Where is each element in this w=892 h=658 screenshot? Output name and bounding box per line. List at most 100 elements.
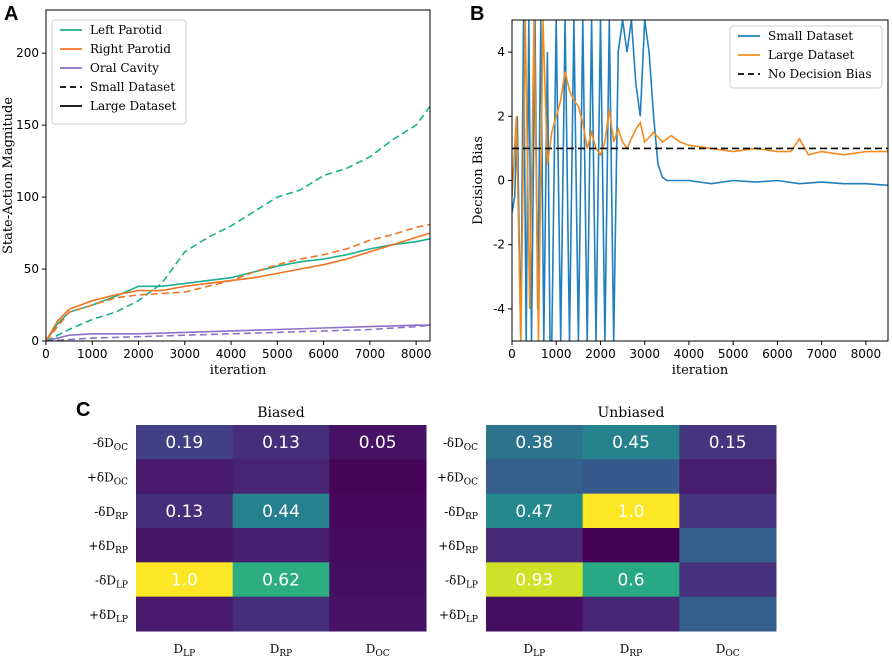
series-line-oral-cavity-small- [46,324,430,341]
x-tick-label: 4000 [216,347,247,361]
heatmap-cell [486,596,584,632]
heatmap-title: Unbiased [597,405,664,421]
heatmap-cell-value: 0.93 [515,571,553,591]
x-tick-label: 6000 [308,347,339,361]
heatmap-row-label: -δDLP [445,574,478,591]
legend-label: Small Dataset [90,80,175,94]
row-label-sub: OC [114,478,128,488]
heatmap-cell [582,493,680,529]
y-tick-label: 0 [31,334,39,348]
heatmap-cell-value: 1.0 [171,571,198,591]
heatmap-cell [679,596,777,632]
heatmap-row-label: +δDRP [88,539,128,556]
col-label-main: D [523,642,533,656]
heatmap-cell [232,562,330,598]
heatmap-col-label: DLP [173,642,195,658]
heatmap-cell [329,528,427,563]
heatmap-cell [232,425,330,460]
row-label-sub: RP [465,512,478,522]
heatmap-row-label: +δDOC [437,471,478,488]
heatmap-cell [582,528,680,563]
heatmap-row-label: -δDRP [444,505,478,522]
x-tick-label: 2000 [585,347,616,361]
heatmap-cell [679,425,777,460]
legend-label: Large Dataset [90,99,176,113]
row-label-sub: RP [465,546,478,556]
y-tick-label: -4 [493,302,505,316]
heatmap-cell [679,562,777,598]
row-label-main: -δD [443,436,464,450]
heatmap-cell [136,562,234,598]
x-tick-label: 1000 [77,347,108,361]
row-label-main: +δD [439,608,466,622]
heatmap-cell [329,562,427,598]
heatmap-cell [136,493,234,529]
heatmap-cell [136,528,234,563]
heatmap-cell [136,596,234,632]
panel-letter-b: B [470,3,484,25]
y-axis-label: Decision Bias [471,136,486,225]
heatmap-cell-value: 0.45 [612,433,650,453]
row-label-main: -δD [444,505,465,519]
heatmap-row-label: -δDLP [95,574,128,591]
x-tick-label: 0 [42,347,50,361]
plot-frame [45,9,431,342]
row-label-main: +δD [89,608,116,622]
x-tick-label: 3000 [170,347,201,361]
col-label-sub: RP [629,649,642,658]
y-tick-label: 100 [16,190,39,204]
heatmap-cell [486,459,584,495]
row-label-sub: RP [115,512,128,522]
heatmap-cell [232,493,330,529]
heatmap-row-label: +δDLP [89,608,128,625]
heatmap-cell-value: 0.13 [262,433,300,453]
row-label-sub: OC [114,443,128,453]
row-label-sub: LP [466,615,478,625]
x-tick-label: 0 [508,347,516,361]
heatmap-cell [136,425,234,460]
col-label-sub: OC [725,649,739,658]
heatmap-cell [486,562,584,598]
series-line-large-dataset [512,20,888,341]
heatmap-cell [679,528,777,563]
x-tick-label: 1000 [541,347,572,361]
heatmap-cell [679,459,777,495]
legend-label: Large Dataset [768,48,854,62]
col-label-sub: OC [375,649,389,658]
row-label-main: -δD [445,574,466,588]
series-line-left-parotid-small- [46,105,430,341]
row-label-sub: OC [464,443,478,453]
row-label-sub: OC [464,478,478,488]
row-label-sub: LP [116,581,128,591]
y-tick-label: 50 [24,262,39,276]
x-axis-label: iteration [210,363,267,378]
heatmap-cell [232,459,330,495]
series-line-right-parotid-large- [46,232,430,341]
heatmap-col-label: DOC [366,642,390,658]
heatmap-title: Biased [257,405,305,421]
heatmap-cell [136,459,234,495]
heatmap-col-label: DRP [620,642,642,658]
heatmap-row-label: -δDOC [93,436,128,453]
panel-letter-a: A [4,3,18,25]
heatmap-cell-value: 0.44 [262,502,300,522]
x-tick-label: 5000 [718,347,749,361]
legend-box [51,19,187,125]
x-tick-label: 6000 [762,347,793,361]
heatmap-row-label: +δDOC [87,471,128,488]
col-label-main: D [173,642,183,656]
chart-b: 0 1000 2000 3000 4000 5000 6000 7000 8000 -4 -2 0 2 4… [471,19,889,378]
heatmap-cell [329,596,427,632]
heatmap-cell [486,528,584,563]
heatmap-cell-value: 1.0 [617,502,644,522]
row-label-main: +δD [88,539,115,553]
legend-box [729,25,883,89]
heatmap-col-label: DOC [716,642,740,658]
col-label-sub: LP [533,649,545,658]
heatmap-cell [582,425,680,460]
heatmap-cell-value: 0.15 [709,433,747,453]
heatmap-cell-value: 0.6 [617,571,644,591]
row-label-main: -δD [95,574,116,588]
row-label-main: +δD [437,471,464,485]
